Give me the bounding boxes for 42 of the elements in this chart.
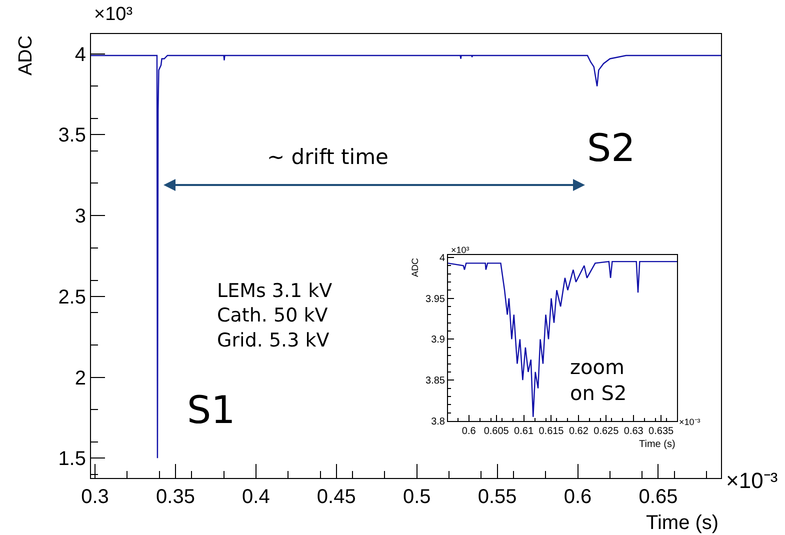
y-axis-title: ADC <box>410 258 420 277</box>
x-tick-label: 0.5 <box>402 486 431 508</box>
x-tick-label: 0.6 <box>462 426 476 437</box>
x-tick-label: 0.45 <box>316 486 356 508</box>
annotation: S1 <box>187 388 236 432</box>
x-tick-label: 0.3 <box>81 486 109 508</box>
x-tick-label: 0.55 <box>478 486 517 508</box>
y-tick-label: 3.95 <box>426 294 446 305</box>
y-tick-label: 2.5 <box>58 286 86 308</box>
x-tick-label: 0.62 <box>568 426 589 437</box>
y-tick-label: 3 <box>74 206 86 228</box>
y-tick-label: 3.8 <box>431 416 446 428</box>
y-tick-label: 3.5 <box>58 124 86 147</box>
line-series <box>448 260 677 418</box>
y-tick-label: 4 <box>74 44 86 66</box>
line-series <box>91 54 721 459</box>
x-axis-title: Time (s) <box>646 512 719 534</box>
text: ×10⁻³ <box>726 468 778 493</box>
annotation: ×10⁻³ <box>679 417 700 427</box>
annotation: LEMs 3.1 kV Cath. 50 kV Grid. 5.3 kV <box>217 280 332 352</box>
y-axis-title: ADC <box>16 35 36 76</box>
x-tick-label: 0.615 <box>538 426 564 437</box>
text: ×10³ <box>94 4 133 25</box>
x-tick-label: 0.65 <box>638 486 678 508</box>
x-tick-label: 0.4 <box>242 486 270 508</box>
y-tick-label: 4 <box>439 252 446 264</box>
x-tick-label: 0.6 <box>564 486 592 508</box>
x-tick-label: 0.61 <box>514 426 534 437</box>
y-tick-label: 3.85 <box>426 376 446 387</box>
y-tick-label: 3.9 <box>431 334 446 346</box>
x-tick-label: 0.605 <box>484 426 510 437</box>
x-tick-label: 0.625 <box>594 426 620 437</box>
x-axis-title: Time (s) <box>639 439 676 450</box>
annotation: ×10³ <box>451 245 470 255</box>
x-tick-label: 0.35 <box>156 486 195 508</box>
y-tick-label: 2 <box>74 367 86 390</box>
annotation: zoom on S2 <box>570 355 627 405</box>
x-tick-label: 0.635 <box>648 426 674 437</box>
x-tick-label: 0.63 <box>624 426 644 437</box>
annotation: S2 <box>587 126 636 170</box>
y-tick-label: 1.5 <box>58 448 86 470</box>
annotation: ~ drift time <box>267 145 388 169</box>
